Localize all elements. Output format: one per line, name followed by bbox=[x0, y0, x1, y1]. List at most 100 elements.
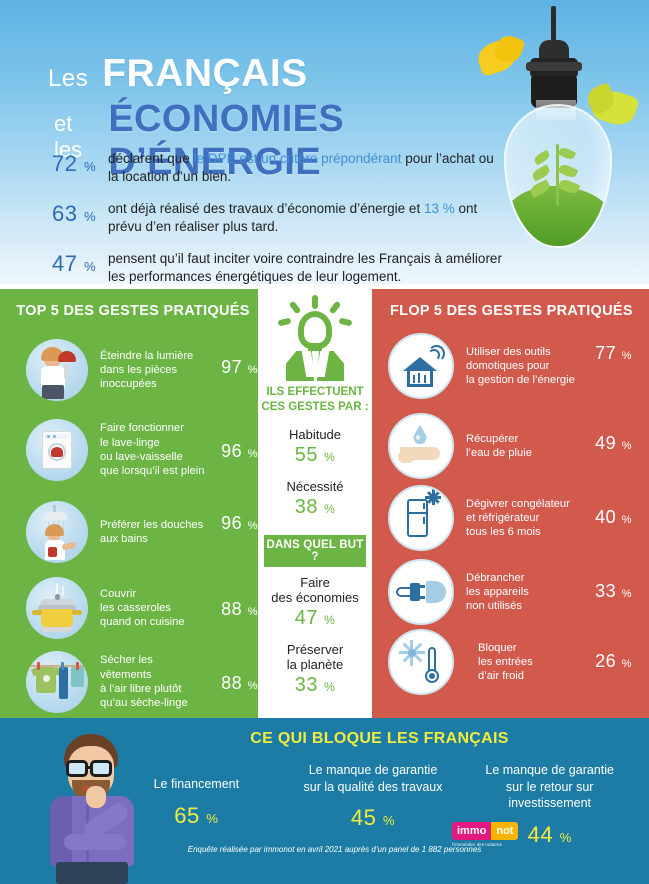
unplug-icon bbox=[388, 559, 454, 625]
top5-row-label: Sécher les vêtements à l’air libre plutô… bbox=[100, 654, 188, 710]
plant-stem-icon bbox=[556, 144, 559, 206]
leaf-icon bbox=[557, 146, 577, 161]
bottom-column-label: Le manque de garantie sur la qualité des… bbox=[303, 763, 443, 794]
top5-row-pct: 97 % bbox=[221, 357, 258, 377]
bottom-column-label: Le manque de garantie sur le retour sur … bbox=[485, 763, 614, 810]
centre-purpose-pct: 33 % bbox=[294, 673, 336, 696]
centre-reason-label: Nécessité bbox=[286, 478, 344, 494]
leaf-icon bbox=[530, 164, 552, 182]
top5-row-pct: 88 % bbox=[221, 673, 258, 693]
clothesline-icon bbox=[26, 651, 88, 713]
header-stat-pct: 47 % bbox=[52, 251, 97, 277]
flop5-row-label: Utiliser des outils domotiques pour la g… bbox=[466, 345, 575, 387]
centre-purpose-label: Préserver la planète bbox=[286, 641, 344, 672]
top5-row-5[interactable]: Sécher les vêtements à l’air libre plutô… bbox=[26, 651, 258, 713]
title-francais: FRANÇAIS bbox=[102, 52, 308, 95]
header-stat-text: pensent qu’il faut inciter voire contrai… bbox=[108, 251, 502, 284]
bottom-columns: Le financement 65 % Le manque de garanti… bbox=[108, 762, 638, 848]
centre-purpose-pct: 47 % bbox=[294, 606, 336, 629]
flop5-row-pct: 26 % bbox=[595, 651, 632, 671]
bottom-column: Le manque de garantie sur la qualité des… bbox=[285, 762, 462, 848]
flop5-row-pct: 33 % bbox=[595, 581, 632, 601]
centre-reason-label: Habitude bbox=[288, 426, 342, 442]
title-etles: et les bbox=[54, 111, 83, 162]
bottom-title: CE QUI BLOQUE LES FRANÇAIS bbox=[250, 730, 509, 747]
top5-row-label: Préférer les douches aux bains bbox=[100, 518, 204, 545]
header-stats-list: 72 % déclarent que le DPE est un critère… bbox=[52, 150, 502, 284]
flop5-panel: FLOP 5 DES GESTES PRATIQUÉS Utiliser des… bbox=[372, 289, 649, 718]
header-section: Les FRANÇAIS et les ÉCONOMIES D’ÉNERGIE … bbox=[0, 0, 649, 284]
centre-purpose-label: Faire des économies bbox=[271, 574, 359, 605]
leaf-icon bbox=[557, 162, 579, 180]
lightbulb-plant-illustration bbox=[468, 0, 649, 284]
flop5-row-4[interactable]: Débrancher les appareils non utilisés 33… bbox=[388, 559, 638, 625]
flop5-row-label: Bloquer les entrées d’air froid bbox=[478, 641, 533, 683]
title-line-2: et les ÉCONOMIES D’ÉNERGIE bbox=[54, 98, 478, 184]
bottom-column-pct: 45 % bbox=[350, 805, 396, 830]
flop5-row-1[interactable]: Utiliser des outils domotiques pour la g… bbox=[388, 333, 638, 399]
top5-row-label: Couvrir les casseroles quand on cuisine bbox=[100, 587, 185, 629]
rainwater-hand-icon bbox=[388, 413, 454, 479]
bottom-column: Le financement 65 % bbox=[108, 762, 285, 848]
logo-tagline: l’immobilier des notaires bbox=[452, 842, 502, 847]
header-stat-row: 47 % pensent qu’il faut inciter voire co… bbox=[52, 250, 502, 284]
flop5-row-3[interactable]: Dégivrer congélateur et réfrigérateur to… bbox=[388, 485, 638, 551]
title-les: Les bbox=[48, 65, 89, 92]
bottom-column: Le manque de garantie sur le retour sur … bbox=[461, 762, 638, 848]
top5-row-pct: 88 % bbox=[221, 599, 258, 619]
woman-light-switch-icon bbox=[26, 339, 88, 401]
smart-home-icon bbox=[388, 333, 454, 399]
leaf-icon bbox=[532, 149, 552, 166]
middle-section: TOP 5 DES GESTES PRATIQUÉS Éteindre la l… bbox=[0, 284, 649, 718]
top5-row-label: Éteindre la lumière dans les pièces inoc… bbox=[100, 349, 194, 391]
immonot-logo[interactable]: immo not l’immobilier des notaires bbox=[452, 822, 534, 852]
header-stat-pct: 72 % bbox=[52, 151, 97, 176]
flop5-row-pct: 40 % bbox=[595, 507, 632, 527]
covered-pot-icon bbox=[26, 577, 88, 639]
top5-row-pct: 96 % bbox=[221, 513, 258, 533]
centre-heading: ILS EFFECTUENT CES GESTES PAR : bbox=[261, 386, 369, 413]
flop5-row-2[interactable]: Récupérer l’eau de pluie 49 % bbox=[388, 413, 638, 479]
header-stat-row: 72 % déclarent que le DPE est un critère… bbox=[52, 150, 502, 186]
flop5-row-label: Dégivrer congélateur et réfrigérateur to… bbox=[466, 497, 570, 539]
centre-column: ILS EFFECTUENT CES GESTES PAR : Habitude… bbox=[258, 289, 372, 718]
flop5-row-label: Débrancher les appareils non utilisés bbox=[466, 571, 529, 613]
lightbulb-businessman-icon bbox=[272, 295, 358, 381]
top5-row-pct: 96 % bbox=[221, 441, 258, 461]
top5-row-3[interactable]: Préférer les douches aux bains 96 % bbox=[26, 501, 258, 563]
top5-row-1[interactable]: Éteindre la lumière dans les pièces inoc… bbox=[26, 339, 258, 401]
flop5-row-5[interactable]: Bloquer les entrées d’air froid 26 % bbox=[388, 629, 638, 695]
bottom-column-pct: 65 % bbox=[174, 802, 219, 828]
top5-heading: TOP 5 DES GESTES PRATIQUÉS bbox=[16, 303, 250, 319]
bottom-column-label: Le financement bbox=[153, 777, 240, 791]
flop5-heading: FLOP 5 DES GESTES PRATIQUÉS bbox=[390, 303, 633, 319]
cold-draft-icon bbox=[388, 629, 454, 695]
header-stat-text: déclarent que le DPE est un critère prép… bbox=[108, 151, 494, 185]
flop5-row-label: Récupérer l’eau de pluie bbox=[466, 432, 532, 459]
logo-immo-text: immo bbox=[452, 822, 492, 840]
header-stat-pct: 63 % bbox=[52, 201, 97, 227]
centre-reason-pct: 55 % bbox=[294, 443, 336, 466]
bottom-column-pct: 44 % bbox=[527, 821, 572, 847]
top5-row-label: Faire fonctionner le lave-linge ou lave-… bbox=[100, 422, 205, 478]
title-economies: ÉCONOMIES D’ÉNERGIE bbox=[108, 98, 345, 183]
logo-not-text: not bbox=[491, 822, 519, 840]
top5-row-2[interactable]: Faire fonctionner le lave-linge ou lave-… bbox=[26, 419, 258, 481]
title-line-1: Les FRANÇAIS bbox=[48, 52, 478, 96]
flop5-row-pct: 49 % bbox=[595, 433, 632, 453]
fridge-freezer-icon bbox=[388, 485, 454, 551]
centre-purpose-banner: DANS QUEL BUT ? bbox=[264, 534, 366, 567]
header-stat-text: ont déjà réalisé des travaux d’économie … bbox=[108, 201, 478, 235]
top5-row-4[interactable]: Couvrir les casseroles quand on cuisine … bbox=[26, 577, 258, 639]
bulb-glass-icon bbox=[504, 104, 612, 248]
washing-machine-icon bbox=[26, 419, 88, 481]
top5-panel: TOP 5 DES GESTES PRATIQUÉS Éteindre la l… bbox=[0, 289, 258, 718]
flop5-row-pct: 77 % bbox=[595, 343, 632, 363]
centre-reason-pct: 38 % bbox=[294, 495, 336, 518]
socket-icon bbox=[526, 62, 582, 71]
thinking-man-icon bbox=[42, 730, 146, 884]
socket-icon bbox=[539, 40, 569, 62]
shower-icon bbox=[26, 501, 88, 563]
header-stat-row: 63 % ont déjà réalisé des travaux d’écon… bbox=[52, 200, 502, 236]
